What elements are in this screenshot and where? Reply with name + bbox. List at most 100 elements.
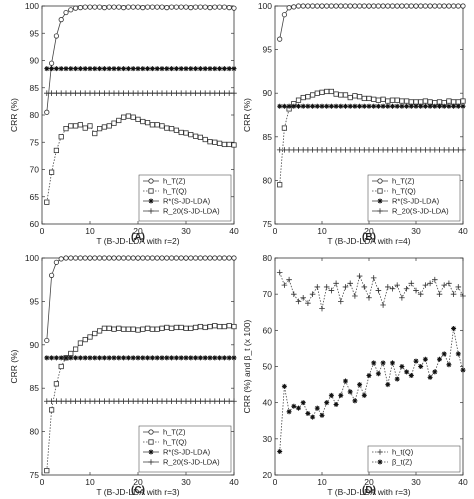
data-point [121, 326, 127, 332]
data-point [342, 3, 349, 9]
data-point [361, 283, 368, 291]
data-point [300, 3, 306, 9]
y-tick-label: 90 [30, 56, 40, 66]
data-point [134, 89, 142, 97]
data-point [413, 99, 419, 105]
data-point [197, 4, 203, 10]
data-point [77, 340, 83, 346]
data-point [398, 294, 406, 301]
data-point [173, 89, 180, 97]
x-tick-label: 40 [229, 477, 239, 487]
x-tick-label: 20 [364, 477, 374, 487]
data-point [145, 4, 151, 10]
data-point [300, 294, 307, 301]
data-point [188, 325, 194, 331]
data-point [48, 65, 55, 72]
data-point [135, 65, 141, 72]
data-point [385, 98, 391, 104]
legend: h_T(Z)h_T(Q)R*(S-JD-LDA)R_20(S-JD-LDA) [138, 425, 232, 473]
data-point [187, 65, 194, 72]
y-tick-label: 80 [263, 175, 273, 185]
data-point [145, 120, 151, 126]
data-point [436, 3, 443, 9]
data-point [207, 65, 213, 72]
data-point [149, 354, 156, 361]
data-point [168, 65, 175, 72]
data-point [173, 255, 179, 261]
legend-marker [148, 429, 154, 435]
x-tick-label: 40 [458, 226, 468, 236]
data-point [427, 99, 433, 105]
legend-marker [377, 198, 383, 204]
data-point [221, 141, 227, 148]
data-point [116, 325, 122, 331]
y-tick-label: 30 [263, 434, 273, 444]
data-point [178, 129, 184, 136]
x-tick-label: 10 [317, 477, 327, 487]
data-point [105, 89, 113, 97]
data-point [169, 4, 175, 10]
x-tick-label: 20 [133, 477, 143, 487]
data-point [48, 354, 55, 361]
y-tick-label: 75 [263, 219, 273, 229]
data-point [384, 103, 391, 110]
data-point [130, 326, 136, 332]
data-point [111, 255, 117, 261]
data-point [53, 354, 60, 361]
series-plus [43, 398, 238, 405]
data-point [231, 65, 237, 72]
data-point [379, 301, 387, 309]
data-point [455, 283, 462, 291]
data-point [135, 354, 141, 361]
data-point [163, 89, 171, 97]
data-point [436, 99, 443, 105]
data-point [226, 141, 232, 148]
data-point [193, 255, 199, 261]
data-point [188, 132, 194, 138]
data-point [183, 130, 189, 136]
data-point [202, 354, 209, 361]
data-point [62, 89, 70, 97]
legend-marker [148, 188, 154, 194]
data-point [212, 139, 218, 145]
data-point [207, 5, 213, 11]
data-point [81, 89, 89, 97]
data-point [97, 126, 103, 132]
data-point [130, 4, 136, 10]
legend-box [367, 445, 461, 473]
data-point [154, 65, 161, 72]
data-point [115, 398, 123, 405]
data-point [413, 358, 419, 365]
data-point [366, 103, 372, 110]
data-point [173, 4, 179, 10]
data-point [53, 259, 60, 265]
data-point [67, 89, 75, 97]
data-point [221, 354, 228, 361]
data-point [380, 3, 386, 9]
data-point [352, 93, 358, 99]
y-tick-label: 95 [30, 296, 40, 306]
data-point [221, 255, 227, 261]
data-point [394, 281, 401, 289]
data-point [77, 122, 83, 128]
data-point [441, 3, 447, 9]
data-point [226, 255, 232, 261]
data-point [333, 103, 340, 110]
data-point [342, 103, 349, 110]
data-point [290, 403, 297, 410]
data-point [380, 96, 386, 102]
data-point [193, 133, 199, 139]
data-point [323, 103, 330, 110]
data-point [413, 3, 419, 9]
data-point [281, 103, 288, 110]
y-tick-label: 90 [263, 88, 273, 98]
series-star [276, 325, 466, 455]
data-point [87, 354, 93, 361]
x-axis-label: T (B-JD-LDA with r=2) [96, 236, 179, 246]
data-point [202, 4, 208, 10]
data-point [309, 414, 316, 421]
data-point [356, 103, 363, 110]
data-point [370, 274, 377, 282]
data-point [139, 65, 146, 72]
data-point [125, 89, 132, 97]
